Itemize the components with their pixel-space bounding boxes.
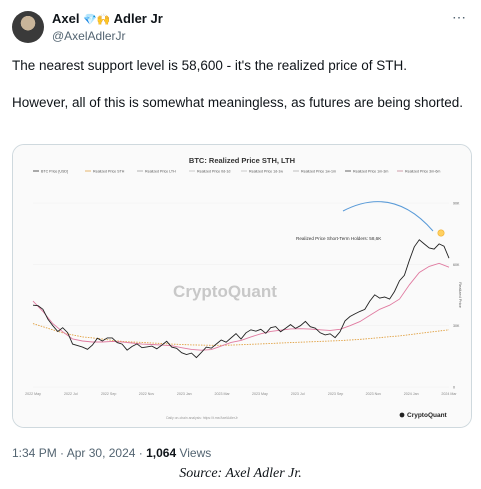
x-tick-label: 2024 Jan bbox=[404, 392, 419, 396]
meta-separator: · bbox=[56, 446, 67, 460]
legend-label: Realized Price 1d-1w bbox=[249, 169, 283, 173]
footer-brand: CryptoQuant bbox=[407, 412, 448, 419]
author-first-name: Axel bbox=[52, 11, 80, 26]
x-tick-label: 2022 Jul bbox=[64, 392, 78, 396]
y-tick-label: 0 bbox=[453, 386, 455, 390]
view-count: 1,064 bbox=[146, 446, 177, 460]
realized-price-chart: BTC: Realized Price STH, LTH BTC Price [… bbox=[13, 145, 471, 427]
x-axis: 2022 May 2022 Jul 2022 Sep 2022 Nov 2023 Jan… bbox=[25, 392, 457, 396]
series-line bbox=[32, 262, 450, 351]
x-tick-label: 2023 Sep bbox=[328, 392, 343, 396]
legend-label: Realized Price 0d-1d bbox=[197, 169, 230, 173]
sth-marker bbox=[437, 229, 445, 237]
more-options-icon[interactable]: ⋯ bbox=[452, 9, 467, 25]
cryptoquant-logo-icon bbox=[399, 412, 405, 418]
x-tick-label: 2024 Mar bbox=[441, 392, 457, 396]
diamond-hands-emoji: 💎🙌 bbox=[83, 14, 111, 26]
x-tick-label: 2022 Nov bbox=[139, 392, 155, 396]
legend-label: Realized Price 1m-3m bbox=[353, 169, 388, 173]
x-tick-label: 2023 Jan bbox=[177, 392, 192, 396]
x-tick-label: 2022 Sep bbox=[101, 392, 116, 396]
x-tick-label: 2022 May bbox=[25, 392, 41, 396]
y-tick-label: 60K bbox=[453, 263, 460, 267]
chart-title: BTC: Realized Price STH, LTH bbox=[189, 156, 295, 165]
chart-image-card[interactable]: BTC: Realized Price STH, LTH BTC Price [… bbox=[12, 144, 472, 428]
legend-label: Realized Price 1w-1m bbox=[301, 169, 336, 173]
author-name-suffix: Adler Jr bbox=[113, 11, 163, 26]
tweet-meta: 1:34 PM · Apr 30, 2024 · 1,064 Views bbox=[12, 446, 211, 460]
chart-annotation: Realized Price Short-Term Holders: 58,6K bbox=[296, 236, 382, 241]
tweet-date[interactable]: Apr 30, 2024 bbox=[66, 446, 136, 460]
x-tick-label: 2023 Mar bbox=[214, 392, 230, 396]
chart-legend: BTC Price [USD] Realized Price STH Realize… bbox=[33, 169, 440, 173]
x-tick-label: 2023 Nov bbox=[366, 392, 382, 396]
series-line bbox=[32, 323, 450, 346]
tweet-text: The nearest support level is 58,600 - it… bbox=[12, 56, 472, 130]
avatar[interactable] bbox=[12, 11, 44, 43]
chart-watermark: CryptoQuant bbox=[173, 282, 277, 301]
y-tick-label: 90K bbox=[453, 202, 460, 206]
author-handle[interactable]: @AxelAdlerJr bbox=[52, 29, 126, 43]
chart-grid bbox=[33, 202, 449, 388]
annotation-arrow bbox=[342, 201, 434, 232]
y-tick-label: 30K bbox=[453, 324, 460, 328]
x-tick-label: 2023 Jul bbox=[291, 392, 305, 396]
x-tick-label: 2023 May bbox=[252, 392, 268, 396]
series-line bbox=[32, 239, 450, 359]
tweet-paragraph-2: However, all of this is somewhat meaning… bbox=[12, 95, 463, 110]
y-axis-label: Realized Price bbox=[458, 282, 463, 309]
legend-label: Realized Price LTH bbox=[145, 169, 176, 173]
tweet-time[interactable]: 1:34 PM bbox=[12, 446, 57, 460]
legend-label: Realized Price 3m-6m bbox=[405, 169, 440, 173]
tweet-paragraph-1: The nearest support level is 58,600 - it… bbox=[12, 58, 408, 73]
meta-separator-2: · bbox=[135, 446, 147, 460]
source-caption: Source: Axel Adler Jr. bbox=[179, 466, 302, 481]
footer-note: Daily on-chain analysis: https://t.me/Ax… bbox=[166, 416, 238, 420]
author-name[interactable]: Axel 💎🙌 Adler Jr bbox=[52, 11, 163, 26]
y-axis: 90K 60K 30K 0 bbox=[453, 202, 460, 390]
chart-series bbox=[32, 239, 450, 359]
views-label: Views bbox=[176, 446, 212, 460]
legend-label: BTC Price [USD] bbox=[41, 169, 68, 173]
legend-label: Realized Price STH bbox=[93, 169, 125, 173]
